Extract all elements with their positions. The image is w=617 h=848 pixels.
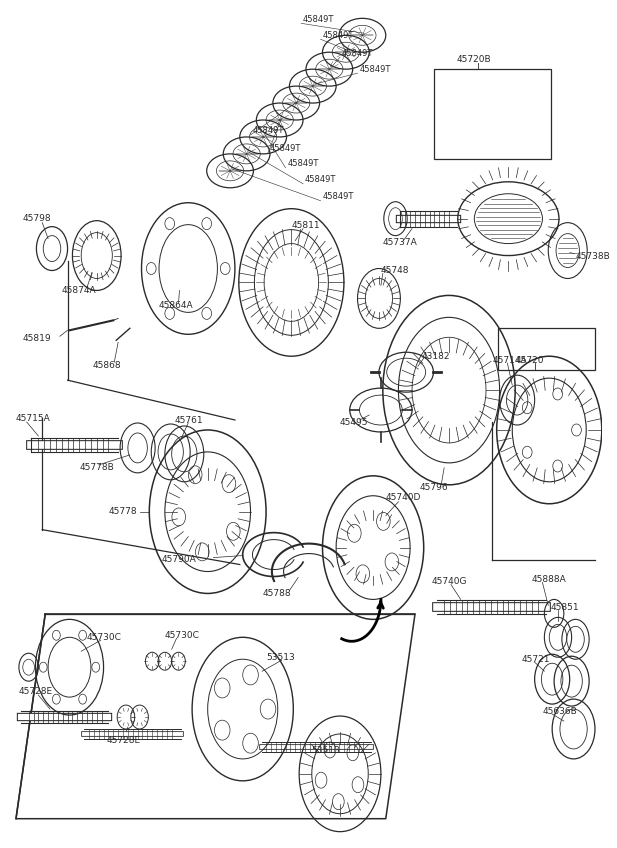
- Text: 45730C: 45730C: [87, 633, 122, 642]
- Text: 45849T: 45849T: [270, 144, 301, 153]
- Text: 45748: 45748: [381, 266, 410, 275]
- Text: 45849T: 45849T: [305, 176, 336, 184]
- Text: 45721: 45721: [522, 655, 550, 664]
- Text: 45778B: 45778B: [79, 463, 114, 472]
- Bar: [498, 328, 595, 371]
- Text: 53513: 53513: [266, 653, 295, 661]
- Text: 45849T: 45849T: [360, 64, 391, 74]
- Text: 53513: 53513: [311, 746, 339, 756]
- Text: 45849T: 45849T: [323, 31, 354, 40]
- Text: 45888A: 45888A: [532, 575, 566, 584]
- Text: 45714A: 45714A: [493, 355, 528, 365]
- Text: 45868: 45868: [93, 360, 122, 370]
- Text: 45849T: 45849T: [342, 48, 373, 58]
- Text: 45790A: 45790A: [162, 555, 197, 564]
- Text: 45495: 45495: [340, 417, 368, 427]
- Text: 45874A: 45874A: [62, 286, 96, 295]
- Text: 45636B: 45636B: [542, 706, 577, 716]
- Text: 45778: 45778: [109, 507, 137, 516]
- Text: 45864A: 45864A: [159, 301, 194, 310]
- Text: 45849T: 45849T: [288, 159, 319, 169]
- Bar: [434, 70, 551, 159]
- Text: 45761: 45761: [175, 416, 203, 425]
- Text: 45849T: 45849T: [303, 14, 334, 24]
- Text: 45728E: 45728E: [19, 687, 53, 695]
- Text: 45851: 45851: [550, 603, 579, 612]
- Text: 45796: 45796: [420, 483, 449, 493]
- Text: 45728E: 45728E: [107, 736, 141, 745]
- Text: 45849T: 45849T: [252, 126, 284, 136]
- Text: 45715A: 45715A: [16, 414, 51, 422]
- Text: 45738B: 45738B: [576, 252, 610, 261]
- Text: 45720B: 45720B: [457, 55, 491, 64]
- Text: 45798: 45798: [23, 215, 51, 223]
- Text: 45720: 45720: [515, 355, 544, 365]
- Text: 45730C: 45730C: [165, 631, 200, 639]
- Text: 45740D: 45740D: [386, 494, 421, 502]
- Text: 43182: 43182: [422, 352, 450, 360]
- Text: 45819: 45819: [23, 334, 51, 343]
- Text: 45737A: 45737A: [383, 238, 418, 247]
- Text: 45740G: 45740G: [431, 577, 467, 586]
- Text: 45788: 45788: [262, 589, 291, 598]
- Text: 45811: 45811: [291, 221, 320, 230]
- Text: 45849T: 45849T: [323, 192, 354, 201]
